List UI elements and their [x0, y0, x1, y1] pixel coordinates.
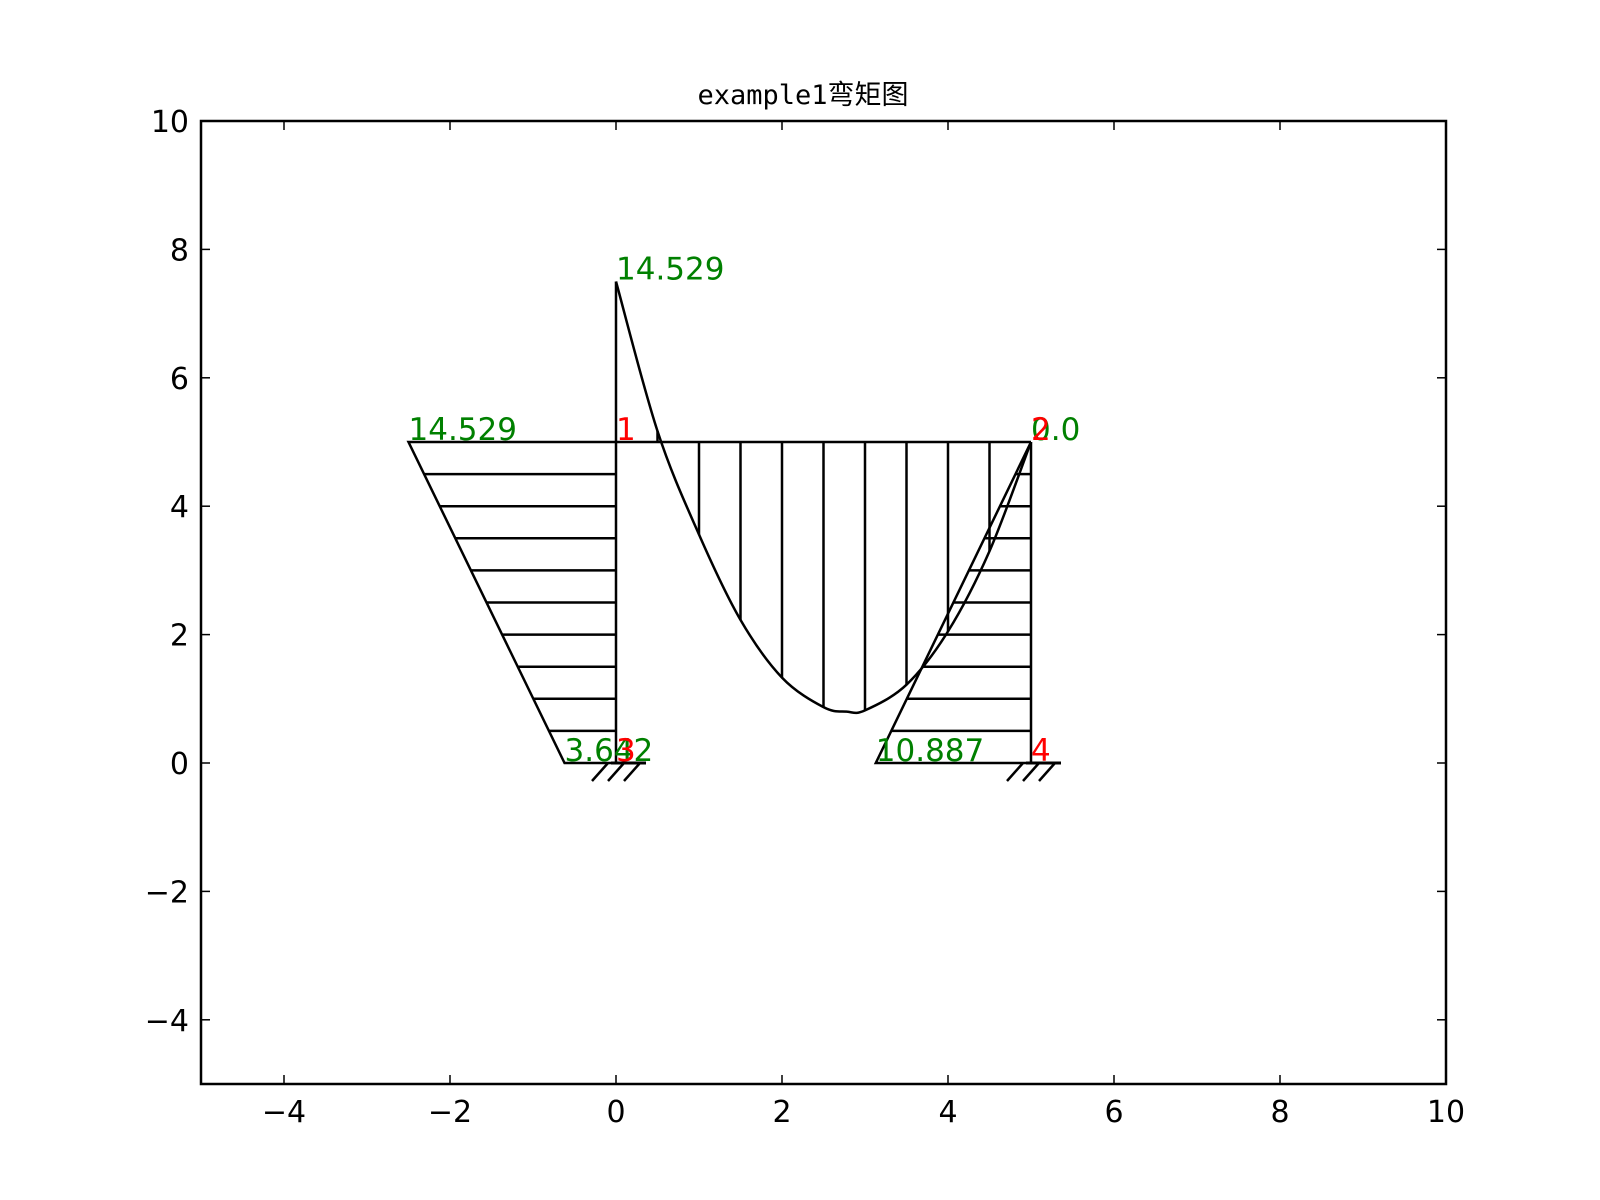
moment-value-label: 0.0: [1031, 412, 1080, 448]
y-tick-label: 10: [151, 105, 189, 140]
y-tick-label: −4: [145, 1004, 189, 1039]
moment-value-label: 14.529: [409, 412, 517, 448]
support-hatch: [1022, 762, 1040, 782]
support-hatch: [607, 762, 625, 782]
node-label: 2: [1031, 412, 1051, 448]
node-label: 1: [616, 412, 636, 448]
moment-diagram-beam: [614, 281, 1033, 715]
chart-title: example1弯矩图: [697, 80, 908, 111]
moment-diagram-right-column: [873, 441, 1033, 765]
moment-outline: [873, 441, 1033, 765]
node-label: 4: [1031, 733, 1051, 769]
x-tick-label: −4: [262, 1095, 306, 1130]
node-label: 3: [616, 733, 636, 769]
moment-value-label: 3.642: [565, 733, 654, 769]
moment-value-label: 10.887: [876, 733, 984, 769]
support-hatch: [1038, 762, 1056, 782]
y-tick-label: 6: [170, 362, 189, 397]
x-tick-label: 8: [1270, 1095, 1289, 1130]
axes-frame: [199, 119, 1448, 1086]
y-tick-label: −2: [145, 875, 189, 910]
moment-outline-curve: [614, 281, 1033, 715]
y-tick-label: 0: [170, 747, 189, 782]
support-hatch: [591, 762, 609, 782]
x-tick-label: 0: [606, 1095, 625, 1130]
x-tick-label: 10: [1427, 1095, 1465, 1130]
x-tick-label: 6: [1104, 1095, 1123, 1130]
plot-area: −4 −2 0 2 4 6 8 10 −4 −2 0 2 4 6 8 10 14.529 14.529 3.642 1…: [145, 105, 1465, 1130]
y-tick-label: 4: [170, 490, 189, 525]
x-tick-label: 2: [772, 1095, 791, 1130]
y-tick-label: 8: [170, 233, 189, 268]
fixed-support: [591, 761, 646, 782]
y-tick-label: 2: [170, 619, 189, 654]
moment-value-label: 14.529: [616, 252, 724, 288]
x-tick-label: −2: [428, 1095, 472, 1130]
support-hatch: [623, 762, 641, 782]
support-hatch: [1006, 762, 1024, 782]
fixed-support: [1006, 761, 1061, 782]
moment-diagram-left-column: [406, 440, 616, 765]
x-tick-label: 4: [938, 1095, 957, 1130]
